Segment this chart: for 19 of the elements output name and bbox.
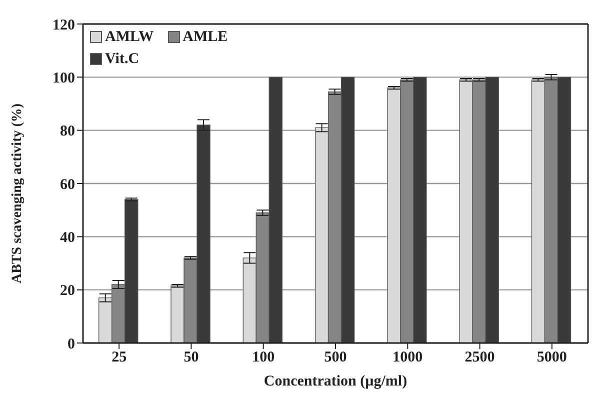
x-tick-label: 50 — [184, 350, 199, 366]
x-tick-label: 1000 — [392, 350, 423, 366]
x-tick-label: 5000 — [536, 350, 567, 366]
y-axis-title: ABTS scavenging activity (%) — [10, 103, 25, 284]
legend-label: Vit.C — [104, 50, 140, 69]
x-axis-title: Concentration (µg/ml) — [264, 374, 408, 390]
y-tick-label: 20 — [60, 283, 75, 300]
x-tick-label: 100 — [252, 350, 275, 366]
y-tick-label: 120 — [52, 17, 75, 34]
y-tick-label: 100 — [52, 70, 75, 86]
x-tick-label: 25 — [112, 350, 127, 366]
y-tick-label: 0 — [68, 336, 75, 352]
y-tick-label: 60 — [60, 176, 75, 193]
x-tick-label: 2500 — [464, 350, 495, 366]
legend-label: AMLW — [104, 28, 154, 47]
y-tick-label: 80 — [60, 124, 75, 140]
y-tick-label: 40 — [60, 230, 75, 246]
legend-label: AMLE — [182, 28, 228, 47]
x-tick-label: 500 — [324, 350, 347, 366]
